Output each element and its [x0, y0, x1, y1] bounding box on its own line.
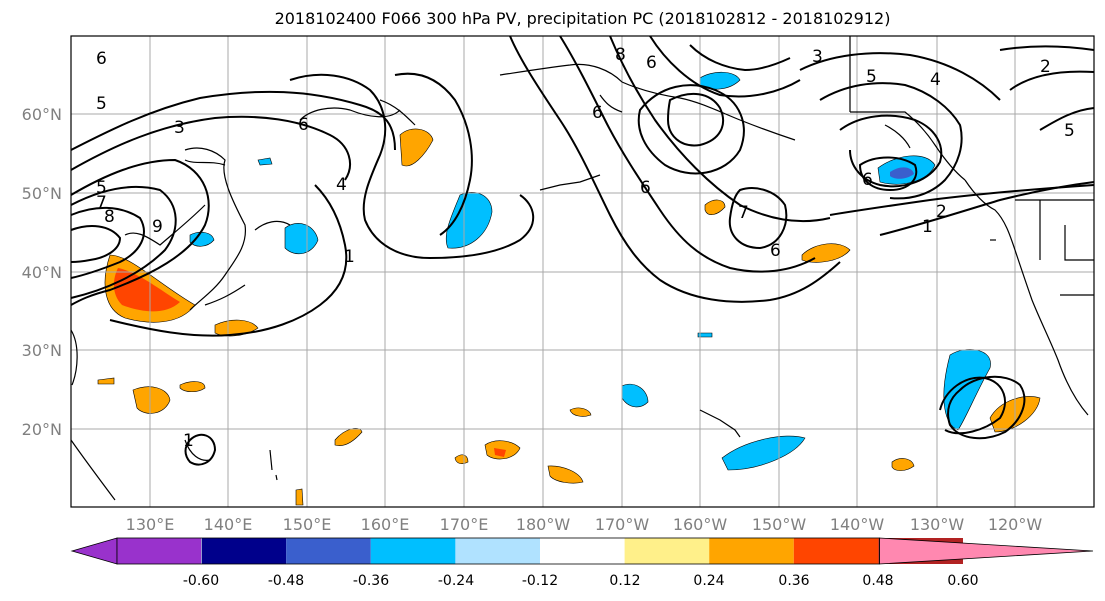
contour-label: 1 [922, 217, 933, 237]
colorbar-segment [370, 538, 456, 564]
colorbar-segment [286, 538, 371, 564]
longitude-labels: 130°E 140°E 150°E 160°E 170°E 180°W 170°… [126, 515, 1043, 534]
lon-label: 160°W [673, 515, 728, 534]
precip-strong-blob [494, 448, 506, 457]
contour-label: 3 [174, 118, 185, 138]
precip-positive-blob [295, 488, 304, 506]
precip-positive-blob [569, 407, 592, 417]
contour-label: 1 [344, 247, 355, 267]
contour-label: 5 [1064, 121, 1075, 141]
contour-label: 4 [336, 175, 347, 195]
precip-negative-blob [621, 383, 649, 408]
colorbar [70, 537, 1094, 565]
contour-label: 9 [152, 217, 163, 237]
lat-label: 30°N [22, 341, 62, 360]
map-gridlines [71, 36, 1094, 507]
lat-label: 50°N [22, 184, 62, 203]
precip-positive-blob [704, 199, 726, 215]
contour-label: 8 [615, 45, 626, 65]
lon-label: 150°W [752, 515, 807, 534]
precip-positive-blob [334, 427, 363, 446]
colorbar-segment [793, 538, 879, 564]
lon-label: 170°E [440, 515, 489, 534]
contour-label: 7 [738, 203, 749, 223]
lon-label: 140°W [830, 515, 885, 534]
colorbar-tick-label: -0.36 [353, 573, 389, 589]
colorbar-segment [455, 538, 540, 564]
contour-label: 6 [640, 178, 651, 198]
precip-positive-blob [454, 454, 469, 464]
precip-positive-blob [132, 386, 171, 414]
colorbar-tick-label: 0.36 [778, 573, 809, 589]
lon-label: 140°E [204, 515, 253, 534]
colorbar-tick-label: -0.24 [438, 573, 474, 589]
precip-positive-blob [97, 377, 115, 385]
colorbar-tick-label: -0.60 [183, 573, 219, 589]
precip-negative-blob [257, 157, 273, 166]
contour-label: 6 [862, 170, 873, 190]
precip-negative-blob [445, 192, 493, 249]
colorbar-tick-label: -0.12 [522, 573, 558, 589]
lon-label: 130°W [910, 515, 965, 534]
contour-label: 6 [770, 241, 781, 261]
colorbar-extend-low [70, 537, 118, 565]
precip-negative-blob [943, 349, 991, 431]
contour-labels: 6 5 3 5 7 8 9 6 4 1 8 6 6 3 5 4 2 5 6 7 … [96, 45, 1075, 451]
contour-label: 2 [936, 202, 947, 222]
coastlines [70, 36, 1094, 501]
colorbar-tick-label: 0.12 [609, 573, 640, 589]
map-title: 2018102400 F066 300 hPa PV, precipitatio… [274, 9, 891, 28]
precip-positive-blob [179, 381, 206, 393]
colorbar-tick-label: 0.60 [947, 573, 978, 589]
colorbar-tick-label: 0.48 [862, 573, 893, 589]
contour-label: 5 [96, 94, 107, 114]
contour-label: 6 [646, 53, 657, 73]
lon-label: 150°E [283, 515, 332, 534]
colorbar-tick-label: -0.48 [268, 573, 304, 589]
contour-label: 7 [96, 193, 107, 213]
contour-label: 4 [930, 70, 941, 90]
map-frame [70, 35, 1095, 508]
precip-negative-blob [721, 435, 806, 471]
colorbar-segment [624, 538, 710, 564]
lat-label: 60°N [22, 105, 62, 124]
lon-label: 180°W [516, 515, 571, 534]
precip-strong-negative-blob [890, 167, 914, 179]
contour-label: 5 [96, 178, 107, 198]
colorbar-tick-labels: -0.60 -0.48 -0.36 -0.24 -0.12 0.12 0.24 … [183, 573, 979, 589]
precip-positive-blob [891, 458, 915, 471]
precip-positive-blob [547, 465, 584, 484]
colorbar-segment [709, 538, 794, 564]
colorbar-segment [540, 538, 625, 564]
colorbar-tick-label: 0.24 [693, 573, 724, 589]
precip-strong-blob [113, 268, 180, 312]
lat-label: 40°N [22, 263, 62, 282]
contour-label: 3 [812, 47, 823, 67]
precip-negative-blob [697, 332, 713, 338]
contour-label: 1 [183, 431, 194, 451]
pv-contours [70, 35, 1095, 466]
colorbar-extend-high [879, 537, 1094, 565]
colorbar-frame [116, 537, 880, 565]
precip-positive-blob [399, 128, 434, 167]
colorbar-segment [201, 538, 287, 564]
contour-label: 6 [298, 115, 309, 135]
precip-negative-blob [284, 223, 319, 255]
lon-label: 120°W [988, 515, 1043, 534]
contour-label: 5 [866, 67, 877, 87]
lon-label: 170°W [595, 515, 650, 534]
lon-label: 130°E [126, 515, 175, 534]
contour-label: 8 [104, 207, 115, 227]
lon-label: 160°E [361, 515, 410, 534]
colorbar-segment [117, 538, 201, 564]
contour-label: 6 [96, 49, 107, 69]
contour-label: 6 [592, 103, 603, 123]
lat-label: 20°N [22, 420, 62, 439]
contour-label: 2 [1040, 57, 1051, 77]
latitude-labels: 60°N 50°N 40°N 30°N 20°N [22, 105, 62, 439]
